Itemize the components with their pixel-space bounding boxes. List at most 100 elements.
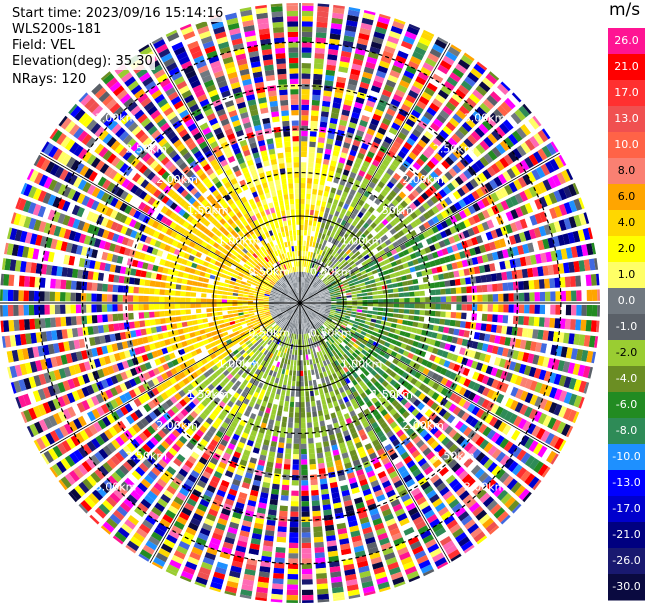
velocity-cell <box>476 373 485 383</box>
velocity-cell <box>301 151 307 158</box>
velocity-cell <box>490 163 501 174</box>
velocity-cell <box>577 229 586 242</box>
velocity-cell <box>313 236 318 243</box>
velocity-cell <box>373 31 386 40</box>
velocity-cell <box>451 354 459 362</box>
velocity-cell <box>462 101 474 112</box>
velocity-cell <box>372 311 378 315</box>
velocity-cell <box>496 489 509 501</box>
velocity-cell <box>313 178 319 185</box>
velocity-cell <box>396 168 405 177</box>
velocity-cell <box>446 414 456 424</box>
velocity-cell <box>419 290 425 296</box>
velocity-cell <box>379 249 386 256</box>
velocity-cell <box>375 70 387 79</box>
velocity-cell <box>451 336 458 344</box>
velocity-cell <box>417 322 424 329</box>
velocity-cell <box>315 373 320 380</box>
velocity-cell <box>514 193 524 204</box>
velocity-cell <box>317 11 329 18</box>
velocity-cell <box>309 286 314 292</box>
velocity-cell <box>551 174 562 187</box>
velocity-cell <box>372 307 379 311</box>
velocity-cell <box>286 600 298 603</box>
velocity-cell <box>392 334 399 340</box>
velocity-cell <box>265 524 275 532</box>
velocity-cell <box>430 156 440 166</box>
velocity-cell <box>315 299 321 302</box>
velocity-cell <box>320 244 326 251</box>
velocity-cell <box>309 458 316 465</box>
velocity-cell <box>406 170 415 179</box>
velocity-cell <box>300 438 307 444</box>
velocity-cell <box>435 311 441 317</box>
velocity-cell <box>313 363 318 370</box>
velocity-cell <box>583 259 591 271</box>
velocity-cell <box>301 293 304 299</box>
velocity-cell <box>532 479 542 491</box>
velocity-cell <box>562 233 571 245</box>
velocity-cell <box>314 317 319 323</box>
velocity-cell <box>286 390 291 397</box>
velocity-cell <box>468 331 475 339</box>
velocity-cell <box>532 115 542 127</box>
velocity-cell <box>482 426 492 437</box>
velocity-cell <box>523 188 533 200</box>
velocity-cell <box>448 271 455 279</box>
velocity-cell <box>410 211 418 220</box>
velocity-cell <box>351 220 358 227</box>
velocity-cell <box>325 308 331 311</box>
velocity-cell <box>463 268 470 276</box>
velocity-cell <box>418 284 425 290</box>
velocity-cell <box>307 291 311 296</box>
velocity-cell <box>333 275 340 280</box>
velocity-cell <box>313 73 323 80</box>
velocity-cell <box>421 239 429 247</box>
velocity-cell <box>312 290 318 295</box>
velocity-cell <box>284 374 289 381</box>
velocity-cell <box>478 265 486 274</box>
velocity-cell <box>431 332 438 339</box>
velocity-cell <box>534 304 540 314</box>
velocity-cell <box>380 189 388 197</box>
velocity-cell <box>564 276 571 288</box>
velocity-cell <box>412 175 421 185</box>
velocity-cell <box>489 482 501 494</box>
velocity-cell <box>434 258 441 266</box>
velocity-cell <box>444 343 451 351</box>
velocity-cell <box>452 149 462 159</box>
velocity-cell <box>357 38 369 46</box>
velocity-cell <box>305 303 311 305</box>
velocity-cell <box>458 221 467 230</box>
velocity-cell <box>315 316 321 321</box>
velocity-cell <box>512 315 519 325</box>
velocity-cell <box>317 405 322 412</box>
velocity-cell <box>386 131 396 140</box>
velocity-cell <box>310 304 316 306</box>
velocity-cell <box>487 150 498 161</box>
velocity-cell <box>289 521 299 528</box>
velocity-cell <box>387 35 400 45</box>
velocity-cell <box>336 167 343 174</box>
velocity-cell <box>456 337 464 346</box>
velocity-cell <box>306 272 310 279</box>
velocity-cell <box>295 402 300 408</box>
velocity-cell <box>325 524 335 532</box>
velocity-cell <box>307 278 311 284</box>
velocity-cell <box>366 128 376 136</box>
velocity-cell <box>315 226 320 233</box>
velocity-cell <box>312 183 318 190</box>
velocity-cell <box>331 204 337 211</box>
velocity-cell <box>315 277 320 283</box>
velocity-cell <box>274 420 281 427</box>
velocity-cell <box>301 115 309 121</box>
velocity-cell <box>321 262 326 268</box>
velocity-cell <box>271 488 280 495</box>
velocity-cell <box>477 384 486 395</box>
velocity-cell <box>438 408 447 417</box>
velocity-cell <box>323 289 329 293</box>
velocity-cell <box>282 416 288 423</box>
velocity-cell <box>335 310 341 314</box>
velocity-cell <box>524 292 530 302</box>
velocity-cell <box>334 194 341 201</box>
